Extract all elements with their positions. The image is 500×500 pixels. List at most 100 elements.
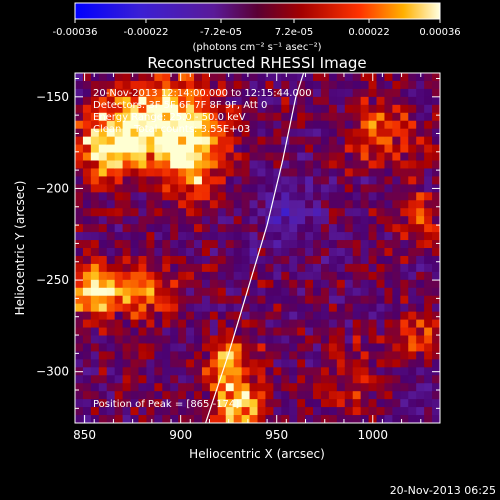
heatmap-cell (424, 295, 433, 305)
heatmap-cell (360, 224, 370, 233)
heatmap-cell (186, 303, 195, 313)
colorbar-tick-label: 7.2e-05 (275, 27, 313, 38)
heatmap-cell (360, 88, 370, 98)
heatmap-cell (424, 80, 433, 90)
heatmap-cell (170, 224, 179, 233)
heatmap-cell (289, 375, 298, 384)
heatmap-cell (360, 176, 370, 185)
heatmap-cell (75, 80, 84, 90)
heatmap-cell (320, 248, 330, 257)
heatmap-cell (376, 263, 386, 273)
heatmap-cell (273, 168, 282, 178)
heatmap-cell (289, 327, 298, 337)
heatmap-cell (249, 319, 259, 329)
heatmap-cell (225, 152, 235, 162)
heatmap-cell (392, 359, 401, 368)
heatmap-cell (400, 240, 409, 249)
heatmap-cell (130, 136, 140, 146)
heatmap-cell (209, 367, 219, 376)
heatmap-cell (400, 112, 409, 122)
heatmap-cell (400, 216, 409, 225)
heatmap-cell (313, 120, 322, 130)
heatmap-cell (416, 200, 425, 209)
heatmap-cell (289, 399, 298, 408)
heatmap-cell (209, 160, 219, 170)
heatmap-cell (384, 303, 393, 313)
heatmap-cell (225, 96, 235, 106)
heatmap-cell (146, 367, 155, 376)
heatmap-cell (249, 399, 259, 408)
heatmap-cell (297, 80, 306, 90)
heatmap-cell (384, 415, 393, 423)
heatmap-cell (225, 255, 235, 265)
heatmap-cell (328, 152, 338, 162)
heatmap-cell (344, 160, 354, 170)
heatmap-cell (408, 319, 417, 329)
heatmap-cell (194, 255, 203, 265)
heatmap-cell (154, 359, 163, 368)
heatmap-cell (400, 319, 409, 329)
heatmap-cell (305, 271, 314, 281)
heatmap-cell (75, 335, 84, 345)
heatmap-cell (265, 383, 274, 392)
heatmap-cell (352, 383, 362, 392)
heatmap-cell (416, 319, 425, 329)
heatmap-cell (400, 144, 409, 154)
heatmap-cell (114, 248, 124, 257)
heatmap-cell (75, 73, 84, 82)
heatmap-cell (162, 73, 171, 82)
heatmap-cell (106, 128, 116, 138)
annotation-block: 20-Nov-2013 12:14:00.000 to 12:15:44.000… (93, 88, 312, 410)
heatmap-cell (368, 343, 378, 353)
heatmap-cell (297, 248, 306, 257)
heatmap-cell (217, 200, 227, 209)
heatmap-cell (249, 232, 259, 241)
heatmap-cell (281, 200, 290, 209)
heatmap-cell (130, 263, 140, 273)
heatmap-cell (225, 88, 235, 98)
heatmap-cell (241, 311, 251, 321)
heatmap-cell (233, 263, 243, 273)
heatmap-cell (90, 112, 100, 122)
heatmap-cell (297, 136, 306, 146)
heatmap-cell (432, 407, 440, 416)
heatmap-cell (336, 287, 346, 297)
heatmap-cell (360, 80, 370, 90)
heatmap-cell (368, 248, 378, 257)
heatmap-cell (352, 391, 362, 400)
heatmap-cell (424, 176, 433, 185)
heatmap-cell (233, 184, 243, 193)
heatmap-cell (114, 208, 124, 217)
heatmap-cell (130, 192, 140, 201)
heatmap-cell (146, 319, 155, 329)
heatmap-cell (249, 168, 259, 178)
heatmap-cell (122, 80, 132, 90)
heatmap-cell (146, 335, 155, 345)
heatmap-cell (320, 343, 330, 353)
heatmap-cell (154, 319, 163, 329)
heatmap-cell (194, 192, 203, 201)
heatmap-cell (154, 311, 163, 321)
heatmap-cell (186, 232, 195, 241)
heatmap-cell (225, 367, 235, 376)
heatmap-cell (408, 224, 417, 233)
heatmap-cell (249, 176, 259, 185)
heatmap-cell (392, 224, 401, 233)
heatmap-cell (178, 96, 187, 106)
heatmap-cell (154, 287, 163, 297)
heatmap-cell (320, 391, 330, 400)
heatmap-cell (313, 208, 322, 217)
heatmap-cell (360, 287, 370, 297)
heatmap-cell (162, 359, 171, 368)
heatmap-cell (400, 351, 409, 360)
heatmap-cell (416, 168, 425, 178)
heatmap-cell (114, 391, 124, 400)
heatmap-cell (320, 104, 330, 114)
heatmap-cell (384, 160, 393, 170)
heatmap-cell (313, 224, 322, 233)
heatmap-cell (281, 80, 290, 90)
heatmap-cell (209, 319, 219, 329)
heatmap-cell (130, 160, 140, 170)
heatmap-cell (416, 120, 425, 130)
heatmap-cell (233, 415, 243, 423)
